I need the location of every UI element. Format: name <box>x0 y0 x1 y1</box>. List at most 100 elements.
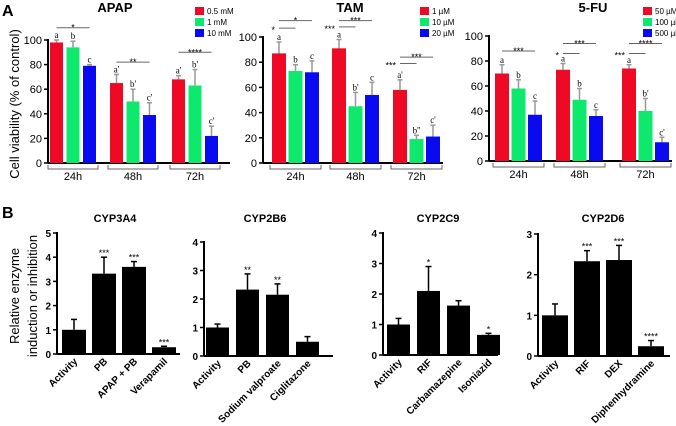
legend-label: 10 µM <box>432 18 455 27</box>
bar <box>348 106 363 163</box>
y-tick-label: 80 <box>30 60 42 72</box>
chart-apap: APAP 0 20 40 60 80 100 a a' a' 0.5 mM b b' b' 1 mM c c' c… <box>24 0 234 183</box>
y-tick-label: 3 <box>371 260 377 271</box>
significance-stars: *** <box>385 60 396 70</box>
group-bracket <box>169 165 221 170</box>
group-letter: c <box>370 72 374 82</box>
y-tick-label: 3 <box>45 277 51 288</box>
legend-label: 10 mM <box>207 29 232 38</box>
group-bracket <box>619 163 672 168</box>
significance-stars: **** <box>638 39 653 49</box>
bar <box>92 273 116 354</box>
chart-tam: TAM 0 20 40 60 80 100 a a a' 1 µM b b' b'' 10 µM c c c' 20… <box>239 0 455 183</box>
significance-stars: ** <box>274 275 282 285</box>
bar <box>62 329 86 354</box>
y-tick-label: 2 <box>526 271 532 282</box>
chart-title: TAM <box>336 0 363 15</box>
legend-label: 1 µM <box>432 7 450 16</box>
legend-label: 500 µM <box>655 29 676 38</box>
significance-stars: *** <box>99 248 110 258</box>
bar <box>66 47 80 163</box>
chart-title: CYP2C9 <box>417 213 460 225</box>
group-letter: b' <box>352 82 359 92</box>
bar <box>143 115 156 163</box>
group-bracket <box>47 165 99 170</box>
y-tick-label: 4 <box>45 253 51 264</box>
bar <box>574 261 600 356</box>
y-axis-label-a: Cell viability (% of control) <box>7 29 22 179</box>
chart-title: CYP2D6 <box>582 213 625 225</box>
y-tick-label: 4 <box>371 229 377 240</box>
group-letter: c <box>594 100 598 110</box>
y-tick-label: 20 <box>471 131 483 143</box>
bar <box>447 305 470 355</box>
y-tick-label: 4 <box>192 238 198 249</box>
group-label: 72h <box>186 171 204 183</box>
bar <box>572 99 587 161</box>
bar <box>288 71 303 163</box>
bar <box>638 111 653 161</box>
chart-title: 5-FU <box>579 0 608 15</box>
category-label: DEX <box>603 358 626 381</box>
legend-label: 100 µM <box>655 18 676 27</box>
bar <box>296 341 319 356</box>
y-tick-label: 3 <box>192 267 198 278</box>
significance-stars: * <box>294 16 298 26</box>
group-bracket <box>553 163 606 168</box>
significance-stars: * <box>487 324 491 334</box>
y-tick-label: 60 <box>471 81 483 93</box>
y-tick-label: 2 <box>45 302 51 313</box>
bar <box>83 65 96 163</box>
bar <box>332 48 346 164</box>
legend-swatch <box>195 18 204 26</box>
category-label: Diphenhydramine <box>590 358 658 426</box>
group-label: 24h <box>64 171 82 183</box>
bar <box>542 315 568 356</box>
y-tick-label: 0 <box>251 158 257 170</box>
group-letter: b <box>577 79 582 89</box>
y-tick-label: 0 <box>36 158 42 170</box>
significance-stars: *** <box>513 46 524 56</box>
significance-stars: *** <box>324 24 335 34</box>
y-tick-label: 40 <box>245 108 257 120</box>
group-letter: c' <box>659 127 665 137</box>
y-tick-label: 1 <box>526 311 532 322</box>
significance-stars: *** <box>582 242 593 252</box>
y-axis-label-b-line1: Relative enzyme <box>7 248 22 344</box>
chart-title: APAP <box>97 0 132 15</box>
group-letter: c <box>310 51 314 61</box>
legend-label: 50 µM <box>655 7 676 16</box>
category-label: Activity <box>47 356 81 390</box>
y-tick-label: 60 <box>245 82 257 94</box>
bar <box>126 101 140 163</box>
significance-stars: **** <box>644 332 659 342</box>
legend-swatch <box>420 29 429 37</box>
significance-stars: *** <box>350 16 361 26</box>
bar <box>556 69 570 161</box>
group-letter: b' <box>130 79 137 89</box>
category-label: RIF <box>415 357 434 376</box>
group-letter: a' <box>176 66 182 76</box>
category-label: Activity <box>528 358 562 392</box>
significance-stars: * <box>555 51 559 61</box>
group-letter: a <box>337 30 341 40</box>
bar <box>622 68 636 161</box>
y-tick-label: 40 <box>471 106 483 118</box>
group-letter: a <box>277 32 281 42</box>
legend-swatch <box>420 7 429 15</box>
y-tick-label: 60 <box>30 84 42 96</box>
legend-swatch <box>195 29 204 37</box>
panel-label-a: A <box>2 3 14 20</box>
y-axis-label-b-line2: induction or inhibition <box>25 235 40 357</box>
group-letter: b' <box>192 60 199 70</box>
group-label: 72h <box>407 171 425 183</box>
legend-swatch <box>643 18 652 26</box>
y-tick-label: 5 <box>45 229 51 240</box>
group-letter: b <box>516 70 521 80</box>
group-bracket <box>329 165 382 170</box>
bar <box>205 135 218 163</box>
legend-label: 20 µM <box>432 29 455 38</box>
